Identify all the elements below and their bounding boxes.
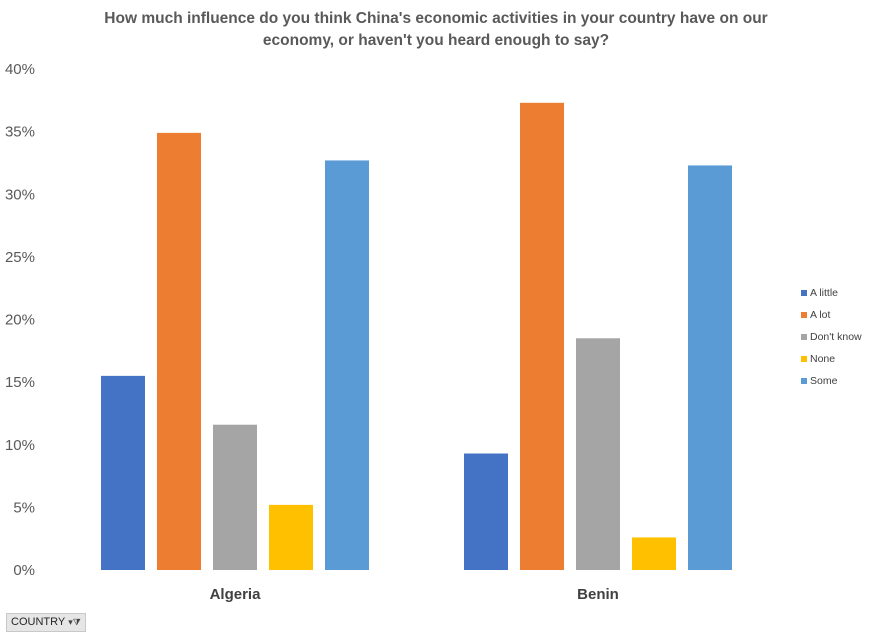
bar-benin-a-little [464, 453, 508, 570]
legend-swatch [801, 356, 807, 362]
y-tick-label: 5% [13, 499, 35, 516]
bar-algeria-none [269, 504, 313, 570]
bar-benin-don-t-know [576, 338, 620, 570]
bar-algeria-some [325, 160, 369, 570]
chart-title: How much influence do you think China's … [104, 10, 768, 49]
x-category-label: Benin [577, 586, 619, 603]
legend-label: A lot [810, 309, 831, 321]
y-tick-label: 30% [5, 186, 35, 203]
x-category-label: Algeria [210, 586, 262, 603]
y-tick-label: 25% [5, 249, 35, 266]
legend-item: A lot [801, 304, 862, 326]
bar-benin-some [688, 165, 732, 570]
legend-swatch [801, 334, 807, 340]
y-tick-label: 20% [5, 312, 35, 329]
legend-label: Don't know [810, 331, 862, 343]
legend-label: None [810, 353, 836, 365]
legend-item: None [801, 348, 862, 370]
filter-dropdown-icon: ▾⧩ [68, 617, 81, 627]
legend-swatch [801, 312, 807, 318]
legend-label: A little [810, 287, 839, 299]
legend-item: A little [801, 282, 862, 304]
legend-item: Some [801, 370, 862, 392]
legend-swatch [801, 378, 807, 384]
legend-item: Don't know [801, 326, 862, 348]
bar-benin-a-lot [520, 102, 564, 570]
country-filter-button[interactable]: COUNTRY ▾⧩ [6, 613, 86, 632]
bar-algeria-a-little [101, 375, 145, 570]
y-tick-label: 0% [13, 562, 35, 579]
filter-button-label: COUNTRY [11, 616, 66, 628]
y-tick-label: 35% [5, 124, 35, 141]
y-tick-label: 10% [5, 437, 35, 454]
bar-algeria-don-t-know [213, 424, 257, 570]
legend-label: Some [810, 375, 838, 387]
bar-algeria-a-lot [157, 132, 201, 570]
chart-legend: A little A lot Don't know None Some [801, 282, 862, 392]
y-tick-label: 40% [5, 61, 35, 78]
bar-benin-none [632, 537, 676, 570]
y-tick-label: 15% [5, 374, 35, 391]
legend-swatch [801, 290, 807, 296]
